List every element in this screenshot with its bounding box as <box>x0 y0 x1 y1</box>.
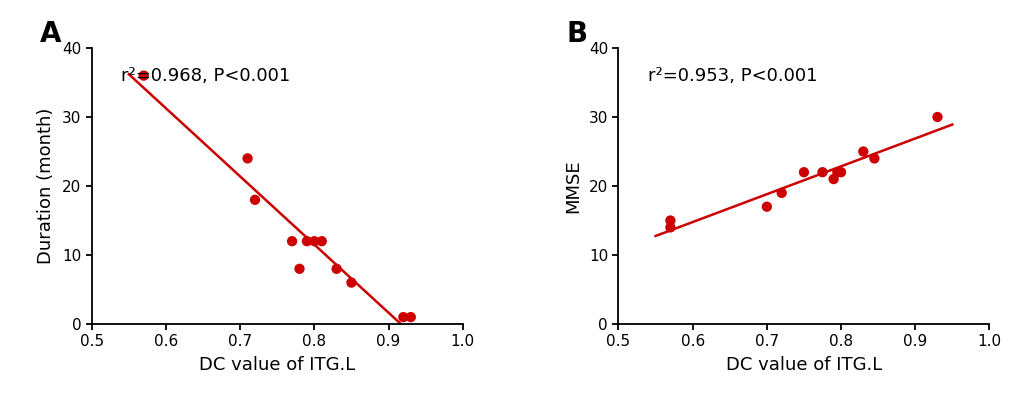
Text: r²=0.968, P<0.001: r²=0.968, P<0.001 <box>121 67 290 85</box>
Text: A: A <box>40 20 61 48</box>
X-axis label: DC value of ITG.L: DC value of ITG.L <box>199 356 355 374</box>
Point <box>928 114 945 120</box>
Point <box>328 266 344 272</box>
Point <box>394 314 411 320</box>
Point <box>758 204 774 210</box>
Point <box>283 238 300 244</box>
Point <box>343 279 360 286</box>
Text: r²=0.953, P<0.001: r²=0.953, P<0.001 <box>647 67 817 85</box>
Point <box>247 196 263 203</box>
Point <box>865 155 881 162</box>
Point <box>661 224 678 230</box>
Point <box>854 148 870 155</box>
Point <box>313 238 329 244</box>
Point <box>813 169 829 175</box>
Point <box>828 169 845 175</box>
Point <box>306 238 322 244</box>
Point <box>403 314 419 320</box>
Point <box>299 238 315 244</box>
Text: B: B <box>566 20 587 48</box>
Point <box>772 190 789 196</box>
X-axis label: DC value of ITG.L: DC value of ITG.L <box>726 356 881 374</box>
Point <box>291 266 308 272</box>
Point <box>795 169 811 175</box>
Point <box>239 155 256 162</box>
Y-axis label: MMSE: MMSE <box>564 159 581 213</box>
Point <box>136 72 152 79</box>
Point <box>833 169 849 175</box>
Y-axis label: Duration (month): Duration (month) <box>37 108 55 264</box>
Point <box>824 176 841 182</box>
Point <box>661 217 678 224</box>
